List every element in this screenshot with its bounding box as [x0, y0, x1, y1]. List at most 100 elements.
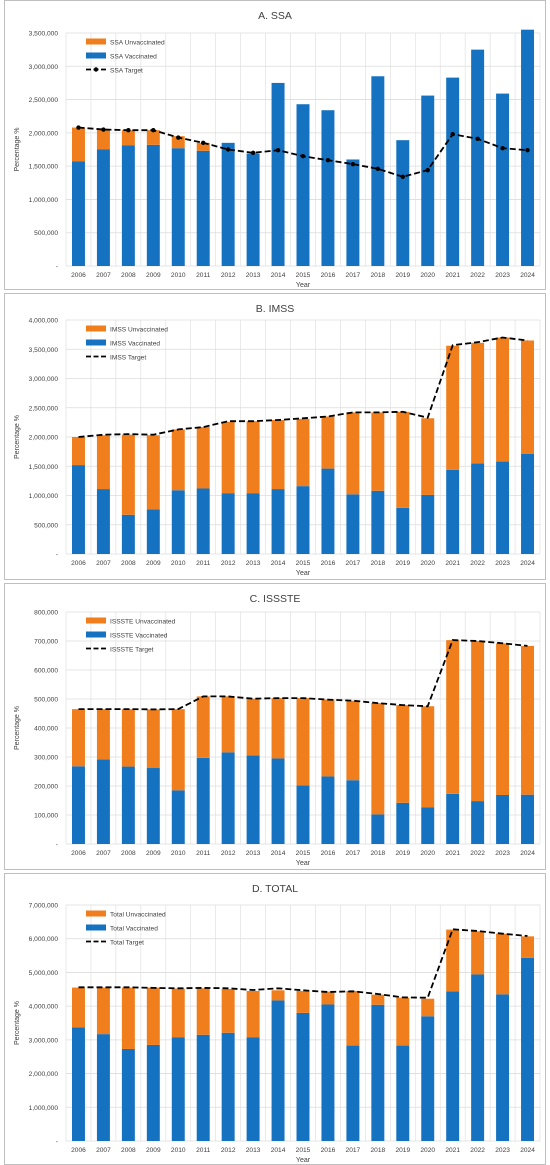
x-tick-label: 2017 — [346, 272, 361, 279]
x-tick-label: 2009 — [146, 560, 161, 567]
x-tick-label: 2010 — [171, 1147, 186, 1154]
target-point — [250, 150, 256, 156]
bar-vaccinated — [71, 766, 85, 844]
y-tick-label: 3,000,000 — [29, 376, 59, 383]
legend-swatch-vaccinated — [86, 339, 106, 346]
bar-vaccinated — [121, 1048, 135, 1141]
bar-unvaccinated — [446, 345, 460, 470]
bar-vaccinated — [521, 453, 535, 554]
chart-panel-ssa: A. SSA - 500,000 1,000,000 1,500,000 2,000,00… — [0, 0, 550, 290]
bar-vaccinated — [121, 766, 135, 844]
bar-vaccinated — [321, 776, 335, 844]
x-tick-label: 2007 — [96, 560, 111, 567]
bar-unvaccinated — [496, 643, 510, 795]
bar-unvaccinated — [396, 411, 410, 508]
chart-panel-imss: B. IMSS - 500,000 1,000,000 1,500,000 2,000,0… — [0, 293, 550, 580]
x-tick-label: 2011 — [196, 850, 211, 857]
y-tick-label: 100,000 — [34, 813, 58, 820]
bar-vaccinated — [371, 490, 385, 554]
bar-vaccinated — [471, 463, 485, 554]
x-tick-label: 2017 — [346, 560, 361, 567]
target-point — [325, 157, 331, 163]
chart-title: B. IMSS — [256, 303, 295, 315]
bar-vaccinated — [271, 82, 285, 266]
x-tick-label: 2006 — [71, 1147, 86, 1154]
x-tick-label: 2007 — [96, 1147, 111, 1154]
y-tick-label: - — [56, 842, 58, 849]
bar-vaccinated — [296, 785, 310, 844]
legend-label-vaccinated: SSA Vaccinated — [110, 54, 157, 61]
bar-vaccinated — [96, 1034, 110, 1141]
y-tick-label: 2,000,000 — [29, 1071, 59, 1078]
bar-unvaccinated — [321, 991, 335, 1005]
bar-unvaccinated — [346, 412, 360, 495]
bar-vaccinated — [421, 807, 435, 844]
y-axis-label: Percentage % — [14, 706, 21, 750]
target-line — [78, 928, 528, 999]
bar-vaccinated — [396, 507, 410, 554]
bar-unvaccinated — [171, 429, 185, 491]
y-axis-label: Percentage % — [14, 415, 21, 459]
y-tick-label: 1,000,000 — [29, 197, 59, 204]
bar-vaccinated — [421, 95, 435, 266]
imss-chart-svg: B. IMSS - 500,000 1,000,000 1,500,000 2,000,0… — [4, 293, 546, 580]
x-tick-label: 2017 — [346, 1147, 361, 1154]
bar-vaccinated — [146, 144, 160, 266]
x-tick-label: 2022 — [470, 850, 485, 857]
bar-vaccinated — [221, 142, 235, 266]
y-tick-label: 1,500,000 — [29, 464, 59, 471]
legend-swatch-vaccinated — [86, 52, 106, 59]
x-tick-label: 2018 — [371, 560, 386, 567]
issste-chart: C. ISSSTE - 100,000 200,000 300,000 400,000 50… — [4, 583, 546, 870]
bar-unvaccinated — [396, 705, 410, 803]
bar-unvaccinated — [446, 640, 460, 794]
x-tick-label: 2015 — [296, 560, 311, 567]
bar-vaccinated — [196, 1034, 210, 1141]
x-axis-label: Year — [296, 860, 311, 867]
bar-vaccinated — [171, 1037, 185, 1141]
chart-panel-issste: C. ISSSTE - 100,000 200,000 300,000 400,000 50… — [0, 583, 550, 870]
bar-vaccinated — [71, 161, 85, 266]
x-tick-label: 2010 — [171, 850, 186, 857]
x-tick-label: 2014 — [271, 850, 286, 857]
bar-unvaccinated — [471, 641, 485, 802]
legend-swatch-unvaccinated — [86, 38, 106, 45]
bar-vaccinated — [246, 153, 260, 266]
x-tick-label: 2012 — [221, 1147, 236, 1154]
y-tick-label: 300,000 — [34, 755, 58, 762]
bar-vaccinated — [446, 991, 460, 1141]
bar-vaccinated — [321, 110, 335, 266]
y-tick-label: 400,000 — [34, 726, 58, 733]
bar-vaccinated — [396, 802, 410, 844]
x-tick-label: 2008 — [121, 560, 136, 567]
bar-vaccinated — [421, 1016, 435, 1141]
legend-label-target: IMSS Target — [110, 355, 146, 362]
x-tick-label: 2009 — [146, 1147, 161, 1154]
y-tick-label: 3,000,000 — [29, 1037, 59, 1044]
bar-vaccinated — [196, 150, 210, 266]
x-tick-label: 2022 — [470, 1147, 485, 1154]
y-tick-label: 5,000,000 — [29, 970, 59, 977]
bar-vaccinated — [496, 93, 510, 266]
x-tick-label: 2022 — [470, 560, 485, 567]
chart-panel-total: D. TOTAL - 1,000,000 2,000,000 3,000,000 4,00… — [0, 873, 550, 1165]
x-tick-label: 2019 — [395, 272, 410, 279]
x-tick-label: 2021 — [445, 272, 460, 279]
bar-vaccinated — [246, 755, 260, 844]
y-tick-label: 200,000 — [34, 784, 58, 791]
y-tick-label: 3,500,000 — [29, 347, 59, 354]
bar-unvaccinated — [521, 936, 535, 958]
bar-unvaccinated — [71, 709, 85, 767]
x-tick-label: 2016 — [321, 560, 336, 567]
bar-vaccinated — [221, 493, 235, 554]
y-tick-label: 500,000 — [34, 522, 58, 529]
issste-chart-svg: C. ISSSTE - 100,000 200,000 300,000 400,000 50… — [4, 583, 546, 870]
bar-vaccinated — [196, 757, 210, 844]
x-tick-label: 2019 — [395, 1147, 410, 1154]
y-tick-label: 2,000,000 — [29, 130, 59, 137]
legend-swatch-unvaccinated — [86, 325, 106, 332]
bar-vaccinated — [321, 468, 335, 554]
legend-label-unvaccinated: ISSSTE Unvaccinated — [110, 619, 176, 626]
legend-swatch-vaccinated — [86, 631, 106, 638]
chart-title: A. SSA — [258, 10, 292, 22]
